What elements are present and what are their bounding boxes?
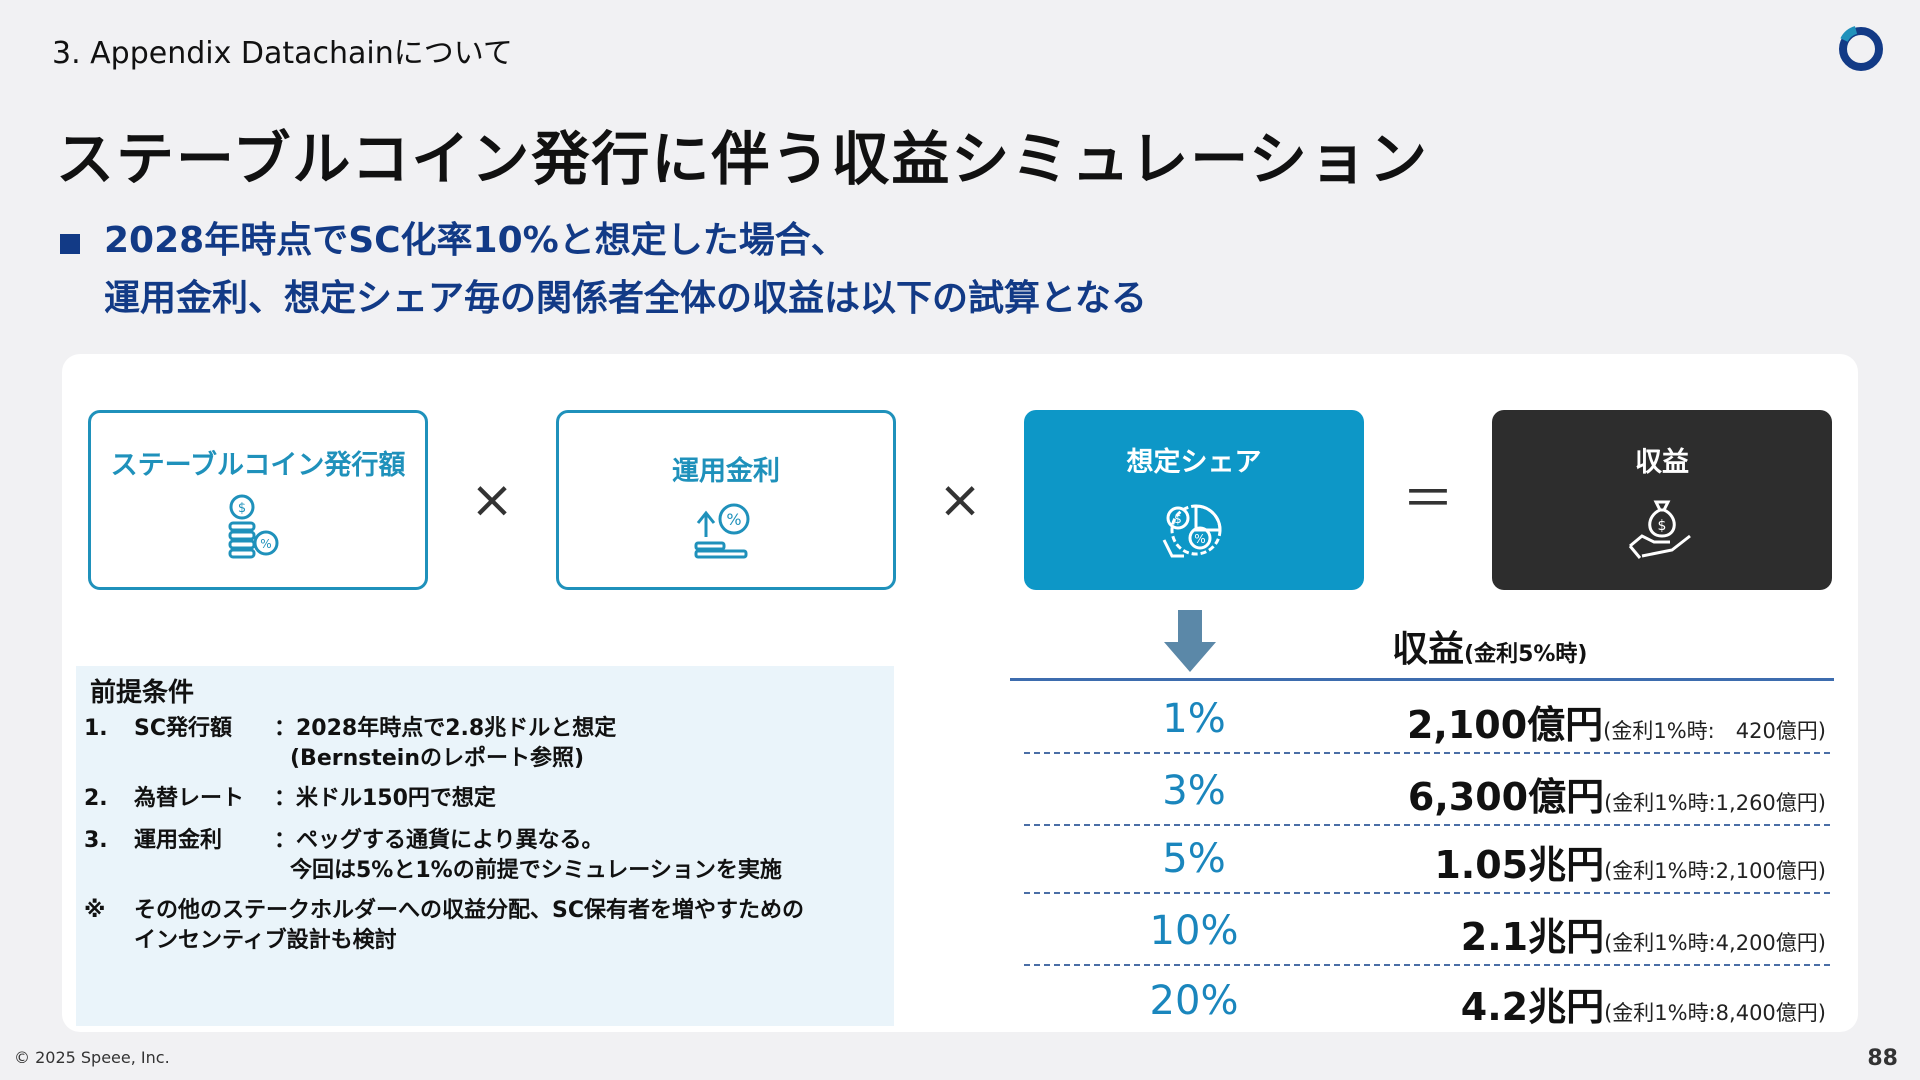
page-title: ステーブルコイン発行に伴う収益シミュレーション xyxy=(56,125,1430,193)
revenue-amount: 6,300億円 xyxy=(1407,775,1605,819)
condition-item: 1. SC発行額 ：2028年時点で2.8兆ドルと想定 (Bernsteinのレ… xyxy=(84,714,884,774)
condition-key: 運用金利 xyxy=(134,828,223,853)
share-value: 5% xyxy=(1162,836,1226,882)
condition-number: 3. xyxy=(84,828,108,853)
formula-box-interest-label: 運用金利 xyxy=(672,456,780,487)
lead-line-1: 2028年時点でSC化率10%と想定した場合、 xyxy=(104,220,847,261)
share-value: 20% xyxy=(1149,978,1239,1024)
row-divider xyxy=(1024,892,1830,894)
revenue-note: (金利1%時: 420億円) xyxy=(1603,719,1826,743)
page-number: 88 xyxy=(1867,1046,1898,1071)
lead-line-2: 運用金利、想定シェア毎の関係者全体の収益は以下の試算となる xyxy=(104,278,1147,319)
svg-text:%: % xyxy=(260,537,271,551)
svg-text:$: $ xyxy=(1174,512,1182,526)
logo-ring-icon xyxy=(1839,26,1883,71)
formula-box-share-label: 想定シェア xyxy=(1126,447,1262,478)
revenue-note: (金利1%時:8,400億円) xyxy=(1604,1001,1826,1025)
coin-stack-icon: $ % xyxy=(228,494,279,559)
condition-number: 1. xyxy=(84,716,108,741)
copyright: © 2025 Speee, Inc. xyxy=(14,1048,170,1067)
revenue-row: 5% 1.05兆円(金利1%時:2,100億円) xyxy=(1024,824,1830,894)
formula-box-revenue: 収益 $ xyxy=(1492,410,1832,590)
revenue-row: 1% 2,100億円(金利1%時: 420億円) xyxy=(1024,684,1830,754)
formula-box-issuance: ステーブルコイン発行額 $ % xyxy=(88,410,428,590)
bullet-square-icon xyxy=(60,234,80,254)
condition-value-line2: (Bernsteinのレポート参照) xyxy=(290,746,585,771)
condition-value: ：2028年時点で2.8兆ドルと想定 xyxy=(274,716,617,741)
revenue-row: 10% 2.1兆円(金利1%時:4,200億円) xyxy=(1024,896,1830,966)
condition-value: ：米ドル150円で想定 xyxy=(274,786,496,811)
row-divider xyxy=(1024,964,1830,966)
lead-statement: 2028年時点でSC化率10%と想定した場合、 運用金利、想定シェア毎の関係者全… xyxy=(60,212,1147,328)
revenue-heading-rule xyxy=(1010,678,1834,681)
note-line-2: インセンティブ設計も検討 xyxy=(134,928,397,953)
breadcrumb: 3. Appendix Datachainについて xyxy=(52,36,513,71)
times-operator-2: × xyxy=(938,470,982,530)
revenue-row: 3% 6,300億円(金利1%時:1,260億円) xyxy=(1024,756,1830,826)
revenue-amount: 2.1兆円 xyxy=(1460,915,1605,959)
formula-box-issuance-label: ステーブルコイン発行額 xyxy=(110,450,406,481)
condition-value: ：ペッグする通貨により異なる。 xyxy=(274,828,604,853)
revenue-note: (金利1%時:2,100億円) xyxy=(1604,859,1826,883)
equals-operator: ＝ xyxy=(1401,470,1454,530)
revenue-amount: 4.2兆円 xyxy=(1460,985,1605,1029)
condition-note: ※ その他のステークホルダーへの収益分配、SC保有者を増やすための インセンティ… xyxy=(84,896,884,956)
revenue-note: (金利1%時:1,260億円) xyxy=(1604,791,1826,815)
conditions-title: 前提条件 xyxy=(90,678,195,708)
conditions-box: 前提条件 1. SC発行額 ：2028年時点で2.8兆ドルと想定 (Bernst… xyxy=(76,666,894,1026)
market-share-icon: $ % xyxy=(1162,504,1222,558)
condition-number: 2. xyxy=(84,786,108,811)
share-value: 1% xyxy=(1162,696,1226,742)
formula-box-revenue-label: 収益 xyxy=(1635,447,1689,478)
row-divider xyxy=(1024,824,1830,826)
formula-box-share: 想定シェア $ % xyxy=(1024,410,1364,590)
row-divider xyxy=(1024,752,1830,754)
note-mark: ※ xyxy=(84,898,106,923)
revenue-heading-label: 収益 xyxy=(1392,629,1465,670)
share-value: 10% xyxy=(1149,908,1239,954)
down-arrow-icon xyxy=(1164,610,1216,672)
svg-text:$: $ xyxy=(1658,518,1667,534)
revenue-amount: 1.05兆円 xyxy=(1434,843,1605,887)
condition-item: 3. 運用金利 ：ペッグする通貨により異なる。 今回は5%と1%の前提でシミュレ… xyxy=(84,826,884,886)
money-bag-hand-icon: $ xyxy=(1628,500,1691,559)
svg-text:%: % xyxy=(1194,532,1205,546)
revenue-heading-note: (金利5%時) xyxy=(1464,642,1588,667)
revenue-note: (金利1%時:4,200億円) xyxy=(1604,931,1826,955)
revenue-row: 20% 4.2兆円(金利1%時:8,400億円) xyxy=(1024,966,1830,1029)
svg-text:$: $ xyxy=(238,501,246,516)
condition-key: 為替レート xyxy=(134,786,245,811)
condition-key: SC発行額 xyxy=(134,716,232,741)
revenue-heading: 収益(金利5%時) xyxy=(1392,620,1587,672)
formula-box-interest: 運用金利 % xyxy=(556,410,896,590)
condition-item: 2. 為替レート ：米ドル150円で想定 xyxy=(84,784,884,814)
note-line-1: その他のステークホルダーへの収益分配、SC保有者を増やすための xyxy=(134,898,804,923)
svg-text:%: % xyxy=(726,510,741,529)
interest-rate-icon: % xyxy=(694,503,750,559)
share-value: 3% xyxy=(1162,768,1226,814)
revenue-amount: 2,100億円 xyxy=(1406,703,1604,747)
condition-value-line2: 今回は5%と1%の前提でシミュレーションを実施 xyxy=(290,858,782,883)
times-operator-1: × xyxy=(470,470,514,530)
